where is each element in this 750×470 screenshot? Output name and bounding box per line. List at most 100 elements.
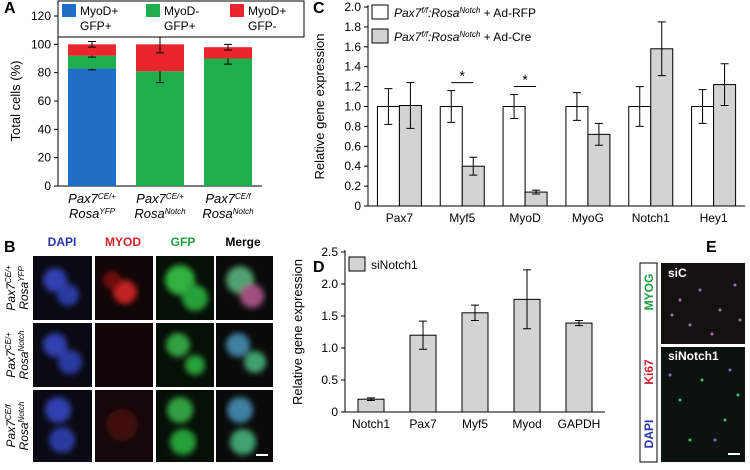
superscript: YFP <box>99 207 115 216</box>
panel-letter: C <box>313 0 325 17</box>
superscript: Notch <box>233 207 254 216</box>
bar <box>565 322 593 413</box>
legend-label: Pax7f/f:RosaNotch + Ad-Cre <box>394 30 532 45</box>
superscript: f/f <box>421 30 428 39</box>
text: YFP <box>17 266 26 282</box>
bar <box>204 58 252 186</box>
y-tick-label: 1.2 <box>344 80 361 94</box>
error-bar <box>523 269 531 330</box>
image-label: siNotch1 <box>668 349 719 363</box>
row-label: RosaYFP <box>17 266 32 310</box>
legend-frame <box>57 0 305 38</box>
image <box>156 323 214 387</box>
x-tick-label: Pax7CE/+ <box>68 191 116 206</box>
error-bar <box>532 189 541 195</box>
channel-label: MYOG <box>642 274 656 311</box>
bar <box>204 47 252 59</box>
x-tick-label: GAPDH <box>558 417 601 431</box>
error-bar <box>510 94 519 119</box>
superscript: Notch <box>459 30 480 39</box>
y-tick-label: 2.0 <box>321 277 338 291</box>
text: :Rosa <box>428 30 460 44</box>
y-axis-title: Relative gene expression <box>312 34 327 180</box>
legend-label: Pax7f/f:RosaNotch + Ad-RFP <box>394 6 536 21</box>
y-tick-label: 1.8 <box>344 20 361 34</box>
image-label: siC <box>668 266 687 280</box>
text: Pax7 <box>4 419 18 448</box>
legend-swatch <box>230 4 244 17</box>
text: :Rosa <box>428 6 460 20</box>
image <box>95 323 153 387</box>
text: Rosa <box>69 206 99 221</box>
x-tick-label: Notch1 <box>352 417 390 431</box>
text: Rosa <box>134 206 164 221</box>
error-bar <box>447 90 456 123</box>
panel-letter: B <box>4 239 16 256</box>
legend-label: GFP+ <box>164 19 196 33</box>
error-bar <box>384 88 393 125</box>
error-bar <box>367 397 375 401</box>
micrograph-panel: MYOG Ki67 DAPI siC siNotch1 <box>639 262 745 463</box>
bar <box>68 55 116 69</box>
image <box>661 263 745 344</box>
annotation: * <box>522 72 528 88</box>
error-bar <box>419 320 427 350</box>
y-tick-label: 1.4 <box>344 60 361 74</box>
error-bar <box>224 43 232 51</box>
legend-label: MyoD- <box>164 4 199 18</box>
legend-label: MyoD+ <box>80 4 118 18</box>
row-label: Pax7CE/+ <box>4 265 19 311</box>
legend-swatch <box>146 4 160 17</box>
y-tick-label: 0.8 <box>344 119 361 133</box>
text: CE/+ <box>4 265 13 283</box>
x-tick-label: MyoG <box>572 211 604 225</box>
bar <box>461 312 489 413</box>
channel-label: DAPI <box>642 420 656 449</box>
bar <box>565 106 589 207</box>
panel-letter: D <box>313 259 325 276</box>
legend-label: siNotch1 <box>371 258 418 272</box>
legend-swatch <box>62 4 76 17</box>
column-header: DAPI <box>48 235 77 249</box>
x-tick-label: MyoD <box>509 211 541 225</box>
y-tick-label: 0.6 <box>344 139 361 153</box>
x-tick-label: Pax7CE/+ <box>136 191 184 206</box>
image <box>661 347 745 462</box>
error-bar <box>469 156 478 176</box>
bar <box>502 106 526 207</box>
text: Pax7 <box>68 191 98 206</box>
legend-label: GFP+ <box>80 19 112 33</box>
legend-swatch <box>348 256 366 272</box>
x-tick-label: Notch1 <box>632 211 670 225</box>
error-bar <box>406 82 415 129</box>
channel-label: Ki67 <box>642 359 656 385</box>
text: Pax7 <box>4 349 18 378</box>
legend-label: GFP- <box>248 19 277 33</box>
row-label: RosaNotch <box>17 330 32 379</box>
y-tick-label: 1.0 <box>321 341 338 355</box>
y-tick-label: 20 <box>38 151 52 165</box>
text: CE/+ <box>4 332 13 350</box>
legend-swatch <box>371 28 389 44</box>
annotation: * <box>460 68 466 84</box>
y-tick-label: 1.5 <box>321 309 338 323</box>
x-tick-label: Myf5 <box>462 417 488 431</box>
text: Pax7 <box>4 282 18 311</box>
x-tick-label: Pax7 <box>409 417 437 431</box>
x-tick-label: Myf5 <box>449 211 475 225</box>
y-tick-label: 1.0 <box>344 100 361 114</box>
x-tick-label: Pax7CE/f <box>205 191 251 206</box>
error-bar <box>594 122 603 146</box>
text: Rosa <box>17 281 31 309</box>
image-row <box>33 256 273 320</box>
superscript: CE/+ <box>98 192 116 201</box>
y-tick-label: 100 <box>31 37 51 51</box>
text: Rosa <box>202 206 232 221</box>
y-tick-label: 0 <box>354 199 361 213</box>
y-tick-label: 80 <box>38 66 52 80</box>
y-axis-title: Relative gene expression <box>290 259 305 405</box>
bar <box>136 71 184 186</box>
y-tick-label: 1.6 <box>344 40 361 54</box>
column-header: GFP <box>171 235 196 249</box>
